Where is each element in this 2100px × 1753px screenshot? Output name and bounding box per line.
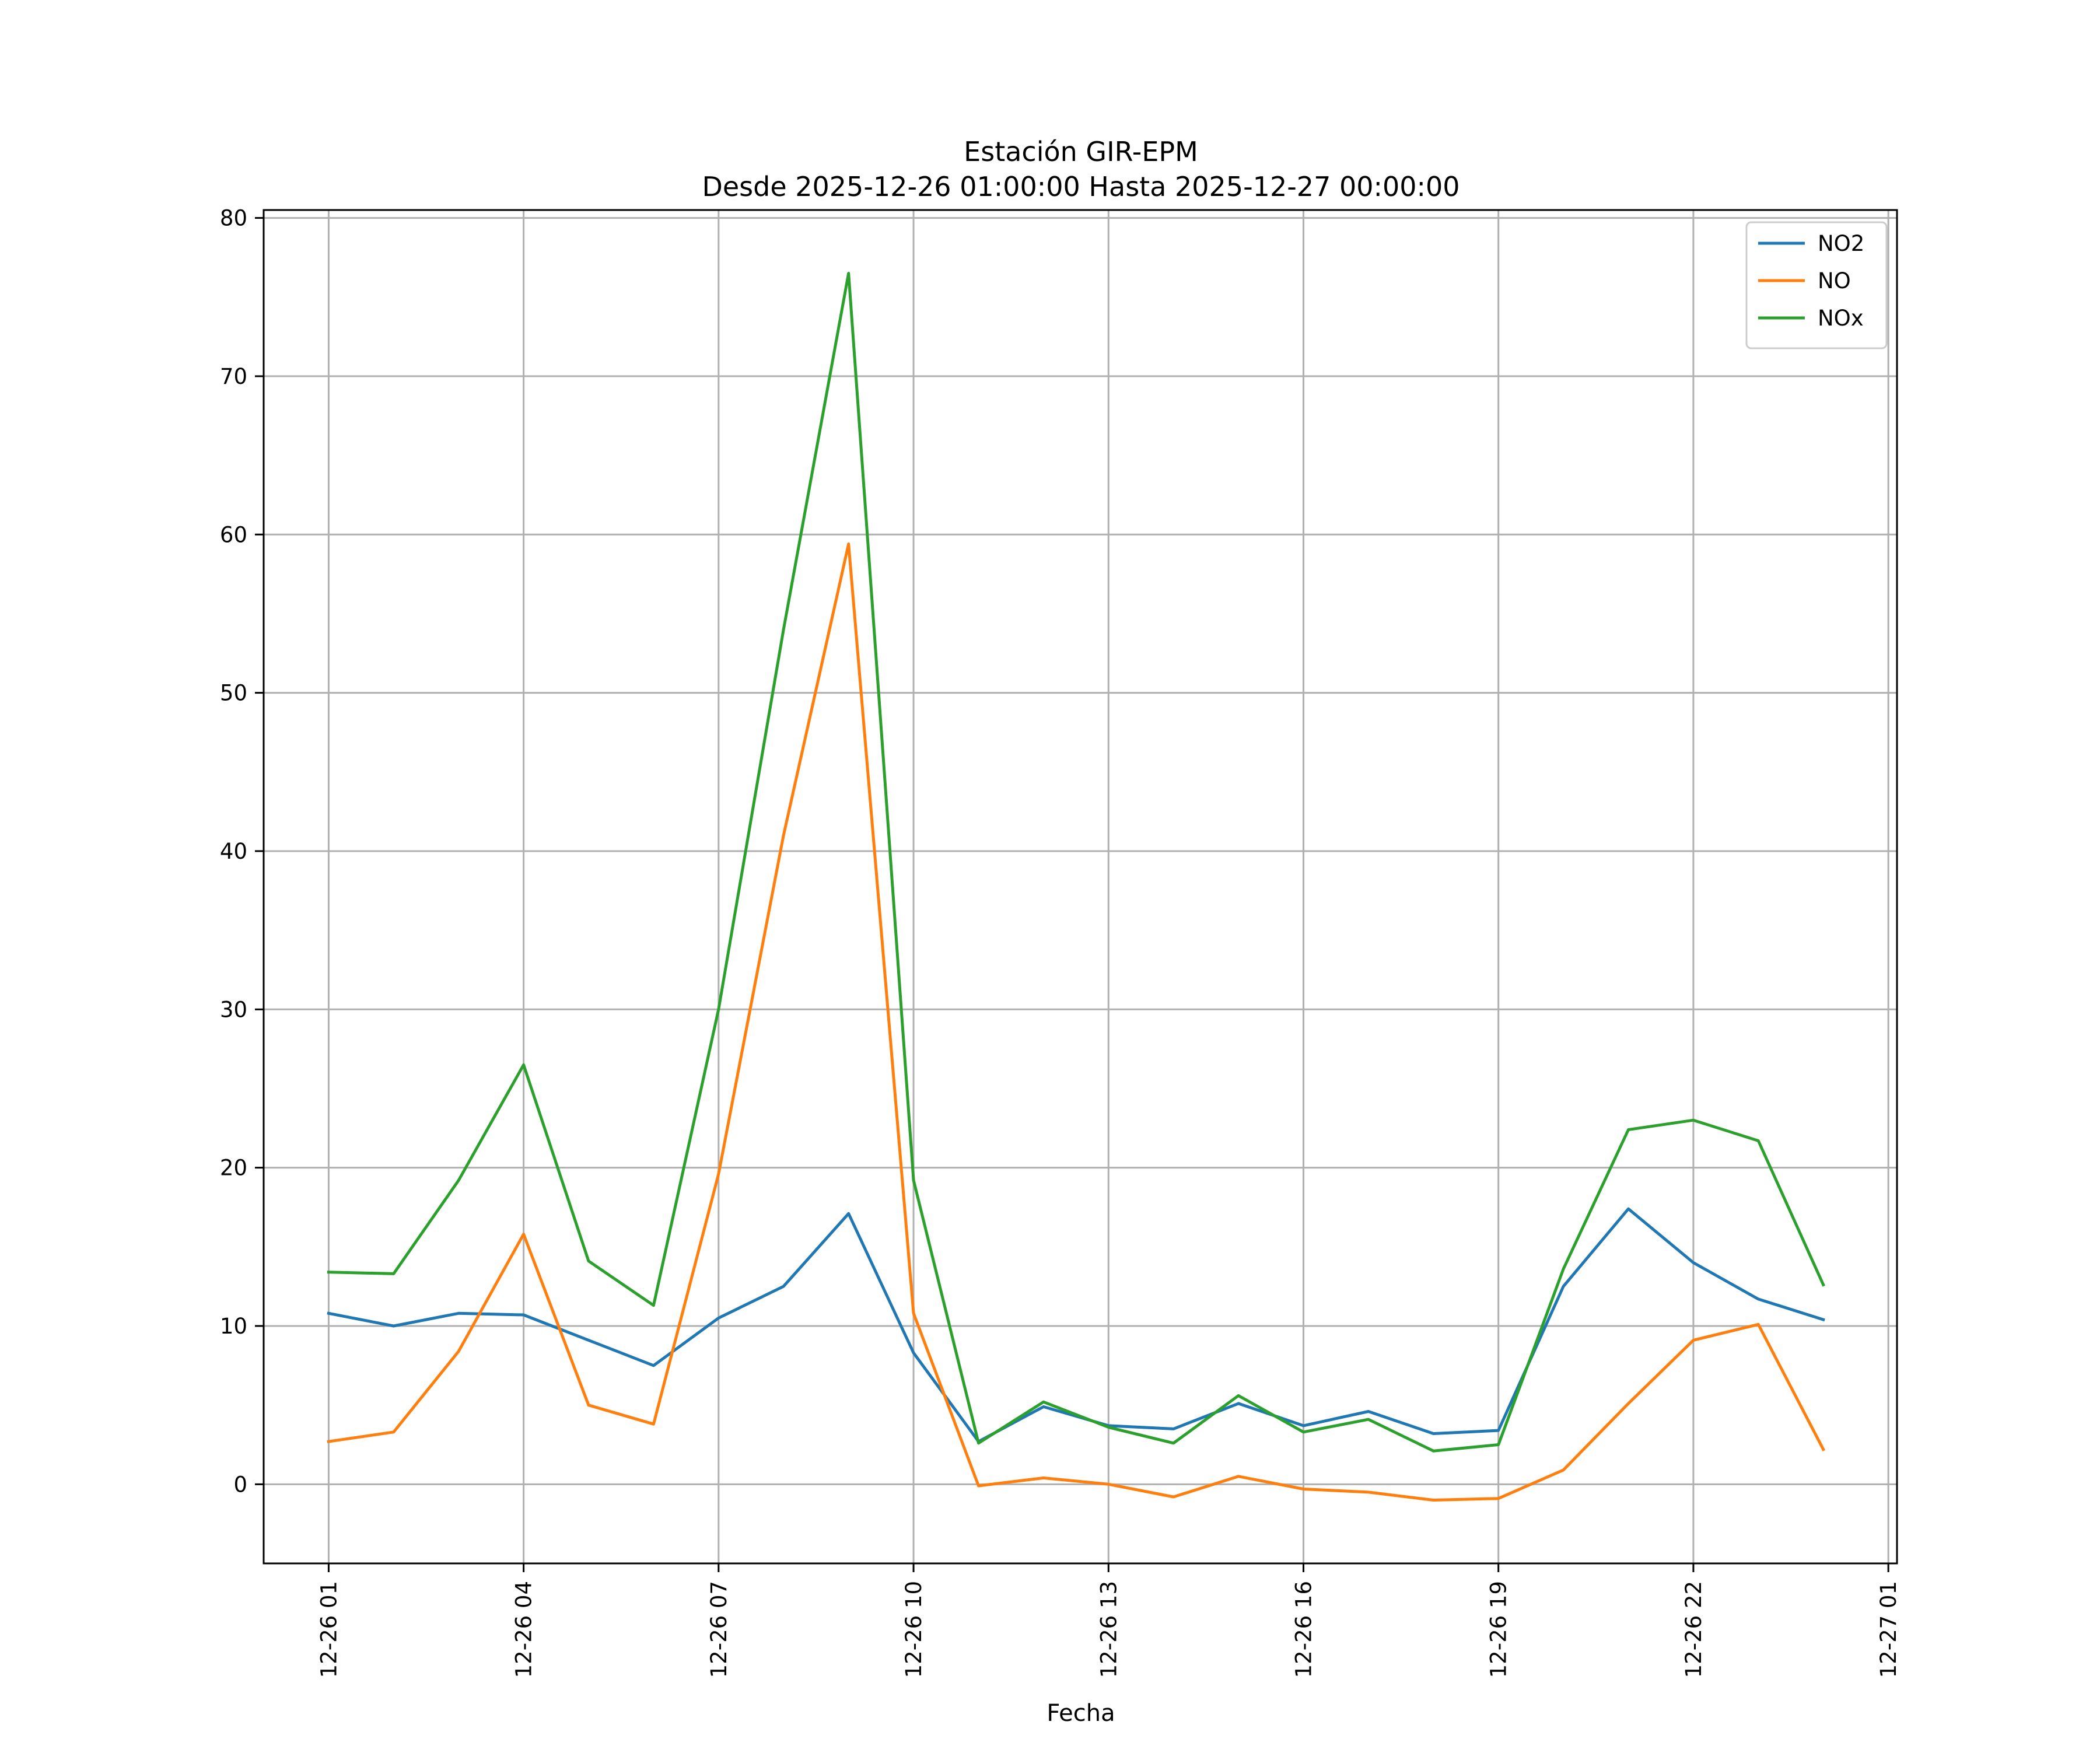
x-tick-label: 12-26 16: [1291, 1581, 1316, 1678]
x-tick-label: 12-27 01: [1876, 1581, 1901, 1678]
y-tick-label: 20: [220, 1156, 247, 1181]
y-tick-label: 30: [220, 997, 247, 1022]
plot-area-frame: [262, 209, 1898, 1565]
x-tick-label: 12-26 13: [1096, 1581, 1121, 1678]
grid: [264, 210, 1897, 1563]
x-tick-label: 12-26 19: [1486, 1581, 1511, 1678]
y-tick-label: 80: [220, 206, 247, 231]
x-tick-label: 12-26 01: [316, 1581, 341, 1678]
y-tick-label: 60: [220, 522, 247, 547]
chart-subtitle: Desde 2025-12-26 01:00:00 Hasta 2025-12-…: [702, 171, 1460, 202]
x-axis-ticks: 12-26 01 12-26 04 12-26 07 12-26 10 12-26 13…: [316, 1563, 1901, 1678]
y-tick-label: 10: [220, 1314, 247, 1339]
legend-label-nox: NOx: [1818, 306, 1864, 331]
chart-title: Estación GIR-EPM: [964, 136, 1198, 167]
y-tick-label: 70: [220, 364, 247, 389]
y-tick-label: 0: [233, 1472, 247, 1497]
legend-label-no2: NO2: [1818, 231, 1864, 256]
y-axis-ticks: 0 10 20 30 40 50 60 70 80: [220, 206, 264, 1497]
y-tick-label: 40: [220, 839, 247, 864]
series-line-no2: [327, 1207, 1825, 1443]
series-line-nox: [327, 272, 1826, 1453]
series-line-no: [327, 543, 1826, 1502]
y-tick-label: 50: [220, 681, 247, 706]
legend-label-no: NO: [1818, 268, 1851, 293]
legend-box: [1745, 221, 1888, 349]
series-lines: [327, 272, 1826, 1502]
x-tick-label: 12-26 10: [901, 1581, 926, 1678]
x-tick-label: 12-26 22: [1681, 1581, 1706, 1678]
x-tick-label: 12-26 04: [512, 1581, 537, 1678]
x-axis-label: Fecha: [1046, 1700, 1115, 1727]
legend: NO2 NO NOx: [1745, 221, 1888, 349]
x-tick-label: 12-26 07: [706, 1581, 732, 1678]
